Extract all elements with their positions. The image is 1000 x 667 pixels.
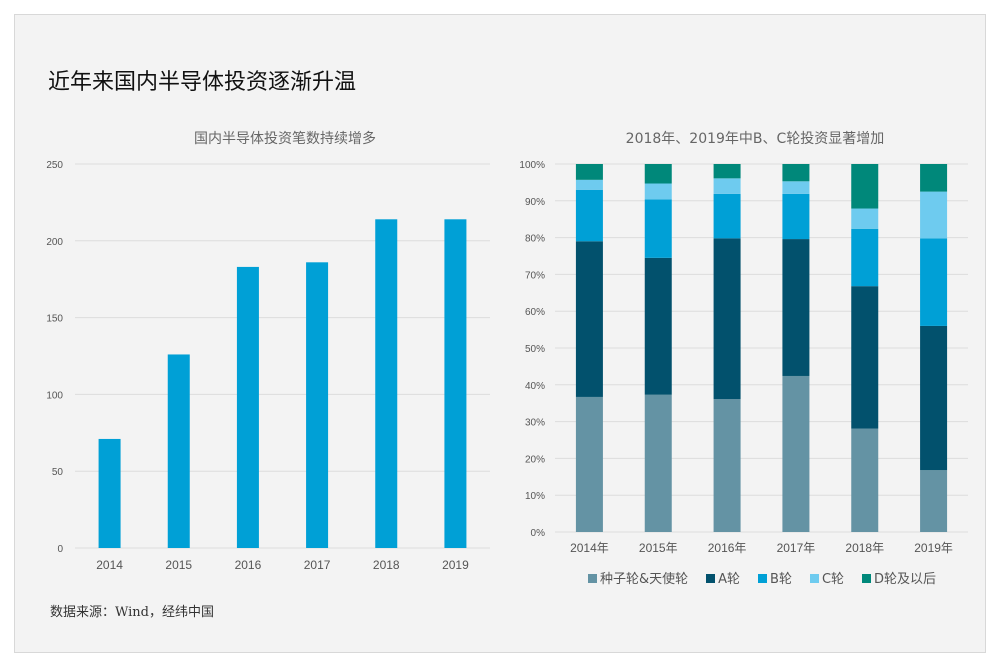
legend-label: 种子轮&天使轮 xyxy=(600,572,689,587)
bar-segment-2016年-C轮 xyxy=(713,178,741,194)
page-title: 近年来国内半导体投资逐渐升温 xyxy=(48,70,357,95)
bar-segment-2014年-种子轮&天使轮 xyxy=(575,396,603,532)
y-tick-label: 150 xyxy=(46,314,63,325)
legend-label: D轮及以后 xyxy=(874,572,937,587)
bar-segment-2018年-B轮 xyxy=(851,228,879,287)
legend-swatch xyxy=(809,574,819,583)
legend-item: A轮 xyxy=(706,568,740,587)
x-tick-label: 2015 xyxy=(165,558,192,572)
y-tick-label: 90% xyxy=(525,197,545,208)
right-chart-title: 2018年、2019年中B、C轮投资显著增加 xyxy=(625,131,885,147)
x-tick-label: 2019 xyxy=(442,558,469,572)
bar-segment-2018年-种子轮&天使轮 xyxy=(851,428,879,532)
bar-segment-2014年-C轮 xyxy=(575,179,603,190)
bar-segment-2017年-D轮及以后 xyxy=(782,164,810,182)
bar-2018 xyxy=(375,219,398,548)
bar-segment-2018年-A轮 xyxy=(851,286,879,429)
y-tick-label: 50% xyxy=(525,344,545,355)
y-tick-label: 70% xyxy=(525,270,545,281)
bar-segment-2014年-D轮及以后 xyxy=(575,164,603,180)
legend-swatch xyxy=(862,574,872,583)
left-chart-title: 国内半导体投资笔数持续增多 xyxy=(194,131,376,147)
bar-segment-2016年-种子轮&天使轮 xyxy=(713,399,741,532)
bar-segment-2018年-D轮及以后 xyxy=(851,164,879,209)
bar-segment-2015年-C轮 xyxy=(644,183,672,200)
y-tick-label: 80% xyxy=(525,234,545,245)
legend-label: A轮 xyxy=(718,572,741,587)
x-tick-label: 2016 xyxy=(235,558,262,572)
y-tick-label: 50 xyxy=(52,467,64,478)
bar-segment-2014年-A轮 xyxy=(575,241,603,397)
y-tick-label: 30% xyxy=(525,418,545,429)
y-tick-label: 60% xyxy=(525,307,545,318)
legend-swatch xyxy=(758,574,768,583)
bar-segment-2016年-D轮及以后 xyxy=(713,164,741,179)
x-tick-label: 2017 xyxy=(304,558,331,572)
legend-label: C轮 xyxy=(821,572,845,587)
x-tick-label: 2018年 xyxy=(845,541,884,555)
y-tick-label: 100% xyxy=(519,160,545,171)
bar-segment-2019年-B轮 xyxy=(920,238,948,326)
legend-item: B轮 xyxy=(758,568,792,587)
y-tick-label: 250 xyxy=(46,160,63,171)
bar-segment-2019年-C轮 xyxy=(920,191,948,239)
bar-segment-2015年-D轮及以后 xyxy=(644,164,672,184)
y-tick-label: 100 xyxy=(46,390,63,401)
y-tick-label: 10% xyxy=(525,491,545,502)
bar-2015 xyxy=(167,354,190,548)
bar-2016 xyxy=(236,266,259,548)
y-tick-label: 0 xyxy=(57,544,63,555)
bar-segment-2016年-B轮 xyxy=(713,193,741,239)
source-note: 数据来源：Wind，经纬中国 xyxy=(50,605,214,620)
y-tick-label: 200 xyxy=(46,237,63,248)
bar-segment-2019年-D轮及以后 xyxy=(920,164,948,192)
bar-segment-2015年-种子轮&天使轮 xyxy=(644,394,672,532)
bar-segment-2019年-A轮 xyxy=(920,325,948,471)
bar-segment-2015年-B轮 xyxy=(644,199,672,258)
x-tick-label: 2019年 xyxy=(914,541,953,555)
y-tick-label: 40% xyxy=(525,381,545,392)
bar-segment-2016年-A轮 xyxy=(713,238,741,400)
bar-segment-2018年-C轮 xyxy=(851,208,879,229)
bar-segment-2017年-B轮 xyxy=(782,193,810,240)
bar-segment-2015年-A轮 xyxy=(644,257,672,395)
bar-segment-2014年-B轮 xyxy=(575,189,603,242)
bar-segment-2017年-C轮 xyxy=(782,181,810,194)
bar-2014 xyxy=(98,438,121,548)
bar-segment-2017年-A轮 xyxy=(782,239,810,376)
legend-swatch xyxy=(588,574,597,583)
x-tick-label: 2015年 xyxy=(639,541,678,555)
bar-segment-2019年-种子轮&天使轮 xyxy=(920,470,948,532)
x-tick-label: 2014 xyxy=(96,558,123,572)
legend-item: C轮 xyxy=(809,568,845,587)
legend: 种子轮&天使轮 A轮 B轮 C轮 D轮及以后 xyxy=(588,568,936,587)
x-tick-label: 2014年 xyxy=(570,541,609,555)
y-tick-label: 0% xyxy=(531,528,546,539)
x-tick-label: 2017年 xyxy=(777,541,816,555)
x-tick-label: 2016年 xyxy=(708,541,747,555)
bar-2017 xyxy=(306,262,329,548)
x-tick-label: 2018 xyxy=(373,558,400,572)
legend-item: D轮及以后 xyxy=(862,568,936,587)
legend-swatch xyxy=(706,574,716,583)
legend-item: 种子轮&天使轮 xyxy=(588,568,688,587)
bar-segment-2017年-种子轮&天使轮 xyxy=(782,375,810,532)
y-tick-label: 20% xyxy=(525,454,545,465)
legend-label: B轮 xyxy=(770,572,792,587)
bar-2019 xyxy=(444,219,467,548)
